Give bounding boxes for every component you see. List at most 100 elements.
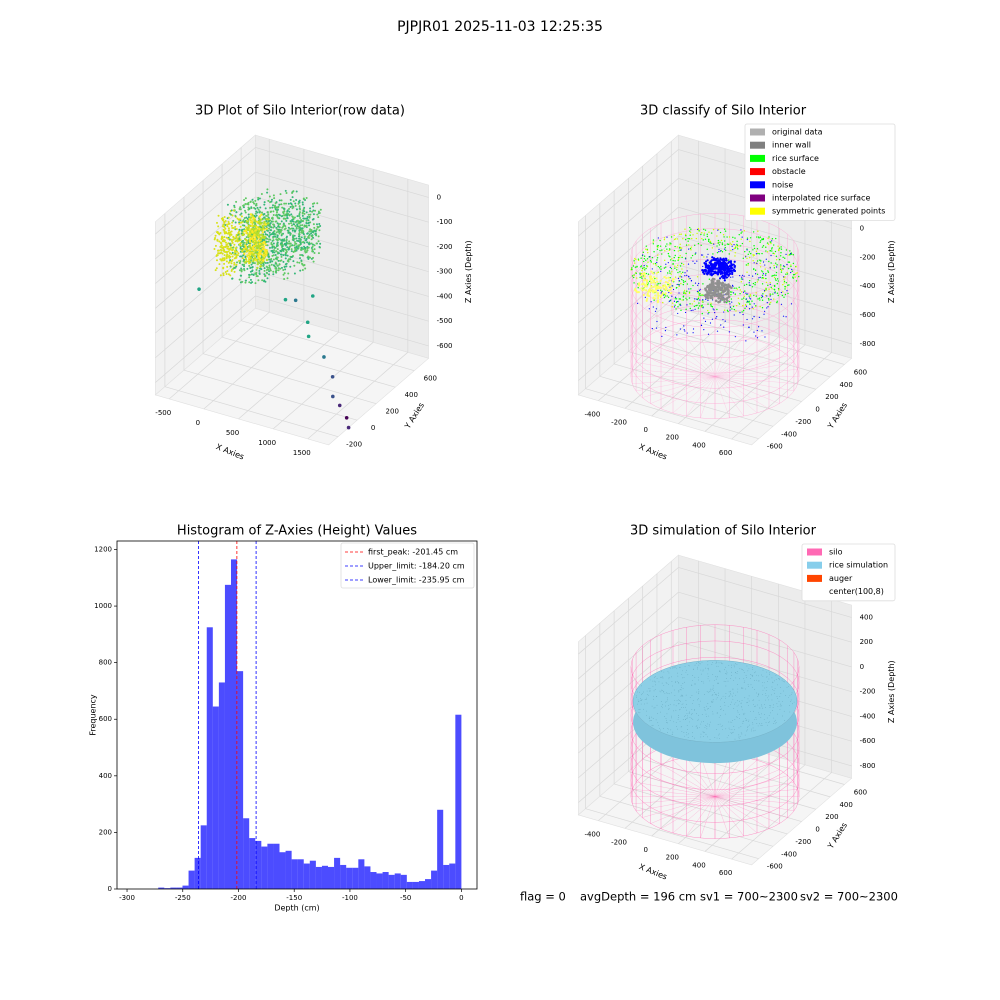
point xyxy=(693,668,694,670)
point xyxy=(709,294,712,298)
point xyxy=(319,242,322,245)
point xyxy=(217,249,220,252)
point xyxy=(242,204,245,207)
point xyxy=(267,213,270,216)
point xyxy=(667,722,668,724)
bar xyxy=(382,872,389,889)
point xyxy=(298,237,301,240)
point xyxy=(650,719,651,721)
point xyxy=(688,712,690,714)
point xyxy=(795,272,797,275)
point xyxy=(283,202,286,205)
point xyxy=(764,336,766,338)
point xyxy=(712,701,714,703)
point xyxy=(740,281,743,283)
point xyxy=(679,666,681,668)
point xyxy=(293,230,296,233)
point xyxy=(233,263,236,266)
point xyxy=(787,267,790,270)
point xyxy=(227,227,230,230)
point xyxy=(248,240,252,243)
point xyxy=(304,225,307,228)
point xyxy=(780,703,781,705)
point xyxy=(739,678,740,680)
point xyxy=(775,271,778,274)
point xyxy=(731,291,733,293)
point xyxy=(248,276,251,279)
grid-line xyxy=(155,196,256,284)
point xyxy=(717,287,721,290)
point xyxy=(219,232,222,235)
bar xyxy=(212,706,219,889)
point xyxy=(703,329,705,331)
point xyxy=(712,700,714,702)
point xyxy=(765,288,767,290)
point xyxy=(250,253,254,256)
point xyxy=(259,237,263,240)
point xyxy=(761,713,763,715)
point xyxy=(256,262,259,266)
bar xyxy=(164,888,171,889)
y-tick-label: 600 xyxy=(854,368,867,376)
bar xyxy=(237,671,244,889)
point xyxy=(300,259,303,262)
point xyxy=(297,244,300,247)
point xyxy=(758,680,760,682)
point xyxy=(777,245,779,247)
point xyxy=(733,260,736,263)
point xyxy=(648,716,650,718)
point xyxy=(274,265,277,268)
point xyxy=(741,298,743,300)
point xyxy=(637,284,641,287)
y-tick-label: 0 xyxy=(815,406,819,414)
wire xyxy=(714,349,780,377)
point xyxy=(696,232,698,235)
point xyxy=(280,199,283,202)
point xyxy=(716,676,718,678)
point xyxy=(730,249,732,252)
point xyxy=(705,266,708,269)
point xyxy=(757,230,759,232)
point xyxy=(257,208,260,211)
point xyxy=(738,233,740,236)
point xyxy=(736,716,738,718)
point xyxy=(696,304,698,306)
point xyxy=(251,261,254,264)
point xyxy=(225,254,228,257)
point xyxy=(249,270,252,273)
point xyxy=(248,260,252,264)
point xyxy=(651,289,654,293)
point xyxy=(222,266,225,269)
point xyxy=(633,274,635,277)
point xyxy=(251,240,255,244)
point xyxy=(674,260,676,262)
point xyxy=(641,267,644,270)
bar xyxy=(291,859,298,889)
point xyxy=(644,703,645,705)
point xyxy=(679,254,681,257)
point xyxy=(759,276,761,278)
point xyxy=(298,211,301,214)
point xyxy=(756,262,758,264)
point xyxy=(723,702,725,703)
point xyxy=(244,257,248,261)
point xyxy=(646,249,649,251)
point xyxy=(707,303,709,305)
point xyxy=(767,284,769,287)
point xyxy=(227,242,230,245)
point xyxy=(683,681,685,683)
point xyxy=(669,288,672,291)
point xyxy=(731,675,732,676)
point xyxy=(238,278,241,281)
point xyxy=(243,209,246,212)
point xyxy=(757,675,759,677)
point xyxy=(732,236,734,239)
point xyxy=(698,704,700,705)
point xyxy=(711,711,713,713)
point xyxy=(641,685,642,687)
wire xyxy=(630,721,800,807)
wire xyxy=(714,376,744,417)
point xyxy=(275,269,278,272)
point xyxy=(694,709,695,710)
point xyxy=(731,284,734,286)
